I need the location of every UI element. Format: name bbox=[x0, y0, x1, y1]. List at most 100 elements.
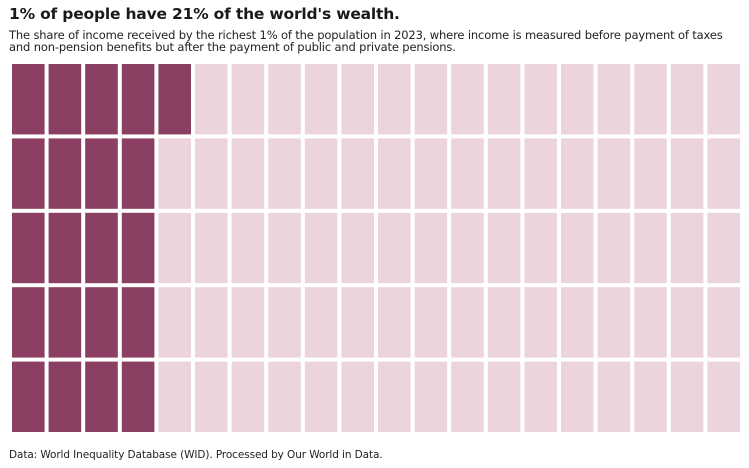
waffle-cell-highlighted bbox=[12, 287, 45, 358]
waffle-cell bbox=[414, 361, 448, 432]
waffle-grid bbox=[12, 64, 740, 432]
waffle-cell bbox=[195, 361, 228, 432]
waffle-cell bbox=[341, 361, 374, 432]
waffle-cell bbox=[304, 64, 338, 135]
waffle-cell bbox=[634, 212, 667, 284]
waffle-cell-highlighted bbox=[121, 287, 155, 358]
waffle-cell bbox=[487, 287, 521, 358]
waffle-cell bbox=[268, 64, 301, 135]
waffle-cell bbox=[158, 138, 191, 209]
waffle-cell bbox=[378, 138, 411, 209]
waffle-cell bbox=[414, 287, 448, 358]
waffle-cell bbox=[561, 361, 594, 432]
waffle-cell bbox=[414, 138, 448, 209]
waffle-cell bbox=[597, 212, 631, 284]
waffle-cell-highlighted bbox=[85, 64, 118, 135]
waffle-cell-highlighted bbox=[12, 212, 45, 284]
waffle-cell bbox=[634, 64, 667, 135]
waffle-cell bbox=[195, 287, 228, 358]
waffle-cell bbox=[158, 287, 191, 358]
waffle-cell-highlighted bbox=[85, 212, 118, 284]
waffle-cell bbox=[670, 212, 704, 284]
waffle-cell bbox=[707, 138, 740, 209]
waffle-cell bbox=[670, 138, 704, 209]
waffle-cell bbox=[524, 287, 557, 358]
waffle-cell bbox=[231, 138, 265, 209]
waffle-cell bbox=[670, 64, 704, 135]
waffle-cell bbox=[414, 212, 448, 284]
waffle-cell bbox=[487, 64, 521, 135]
waffle-cell bbox=[304, 138, 338, 209]
waffle-cell bbox=[268, 287, 301, 358]
waffle-cell-highlighted bbox=[48, 287, 82, 358]
source-note: Data: World Inequality Database (WID). P… bbox=[9, 449, 383, 461]
waffle-cell-highlighted bbox=[12, 138, 45, 209]
waffle-cell bbox=[524, 64, 557, 135]
waffle-cell bbox=[341, 138, 374, 209]
chart-subtitle: The share of income received by the rich… bbox=[9, 28, 723, 54]
waffle-cell bbox=[195, 64, 228, 135]
waffle-cell bbox=[634, 361, 667, 432]
waffle-cell bbox=[304, 361, 338, 432]
waffle-cell bbox=[378, 212, 411, 284]
waffle-cell bbox=[670, 361, 704, 432]
waffle-cell bbox=[378, 64, 411, 135]
waffle-cell-highlighted bbox=[12, 64, 45, 135]
waffle-cell bbox=[634, 138, 667, 209]
waffle-cell bbox=[487, 212, 521, 284]
waffle-cell bbox=[158, 212, 191, 284]
waffle-cell-highlighted bbox=[121, 361, 155, 432]
waffle-cell-highlighted bbox=[48, 361, 82, 432]
waffle-cell bbox=[487, 361, 521, 432]
waffle-cell bbox=[341, 287, 374, 358]
waffle-cell-highlighted bbox=[48, 138, 82, 209]
waffle-chart bbox=[12, 64, 740, 432]
waffle-cell bbox=[634, 287, 667, 358]
waffle-cell bbox=[524, 138, 557, 209]
waffle-cell bbox=[561, 64, 594, 135]
waffle-cell-highlighted bbox=[85, 361, 118, 432]
chart-title: 1% of people have 21% of the world's wea… bbox=[9, 5, 400, 23]
waffle-cell bbox=[707, 212, 740, 284]
waffle-cell bbox=[231, 212, 265, 284]
waffle-cell bbox=[378, 287, 411, 358]
waffle-cell bbox=[451, 287, 484, 358]
waffle-cell bbox=[707, 287, 740, 358]
waffle-cell-highlighted bbox=[85, 287, 118, 358]
waffle-cell bbox=[268, 212, 301, 284]
waffle-cell-highlighted bbox=[85, 138, 118, 209]
waffle-cell-highlighted bbox=[48, 212, 82, 284]
waffle-cell bbox=[524, 361, 557, 432]
waffle-cell bbox=[231, 287, 265, 358]
waffle-cell bbox=[487, 138, 521, 209]
waffle-cell bbox=[268, 361, 301, 432]
waffle-cell bbox=[451, 138, 484, 209]
waffle-cell bbox=[231, 361, 265, 432]
waffle-cell bbox=[597, 287, 631, 358]
waffle-cell bbox=[341, 64, 374, 135]
waffle-cell bbox=[304, 287, 338, 358]
waffle-cell-highlighted bbox=[48, 64, 82, 135]
waffle-cell bbox=[231, 64, 265, 135]
waffle-cell bbox=[707, 64, 740, 135]
waffle-cell bbox=[268, 138, 301, 209]
waffle-cell bbox=[597, 361, 631, 432]
waffle-cell bbox=[524, 212, 557, 284]
waffle-cell-highlighted bbox=[12, 361, 45, 432]
waffle-cell bbox=[195, 212, 228, 284]
waffle-cell bbox=[561, 212, 594, 284]
waffle-cell-highlighted bbox=[158, 64, 191, 135]
waffle-cell bbox=[597, 138, 631, 209]
waffle-cell bbox=[451, 361, 484, 432]
waffle-cell bbox=[158, 361, 191, 432]
waffle-cell bbox=[451, 64, 484, 135]
waffle-cell bbox=[597, 64, 631, 135]
waffle-cell bbox=[378, 361, 411, 432]
waffle-cell-highlighted bbox=[121, 212, 155, 284]
waffle-cell-highlighted bbox=[121, 64, 155, 135]
waffle-cell bbox=[451, 212, 484, 284]
waffle-cell bbox=[670, 287, 704, 358]
waffle-cell bbox=[561, 138, 594, 209]
waffle-cell bbox=[341, 212, 374, 284]
waffle-cell bbox=[195, 138, 228, 209]
